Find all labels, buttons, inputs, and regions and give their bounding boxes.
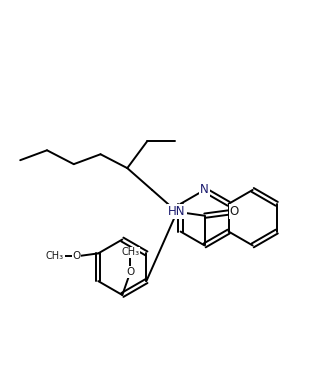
Text: CH₃: CH₃ [121,247,139,257]
Text: N: N [200,184,209,196]
Text: O: O [230,205,239,218]
Text: O: O [72,251,81,261]
Text: CH₃: CH₃ [46,251,64,261]
Text: HN: HN [168,205,186,218]
Text: O: O [126,267,134,277]
